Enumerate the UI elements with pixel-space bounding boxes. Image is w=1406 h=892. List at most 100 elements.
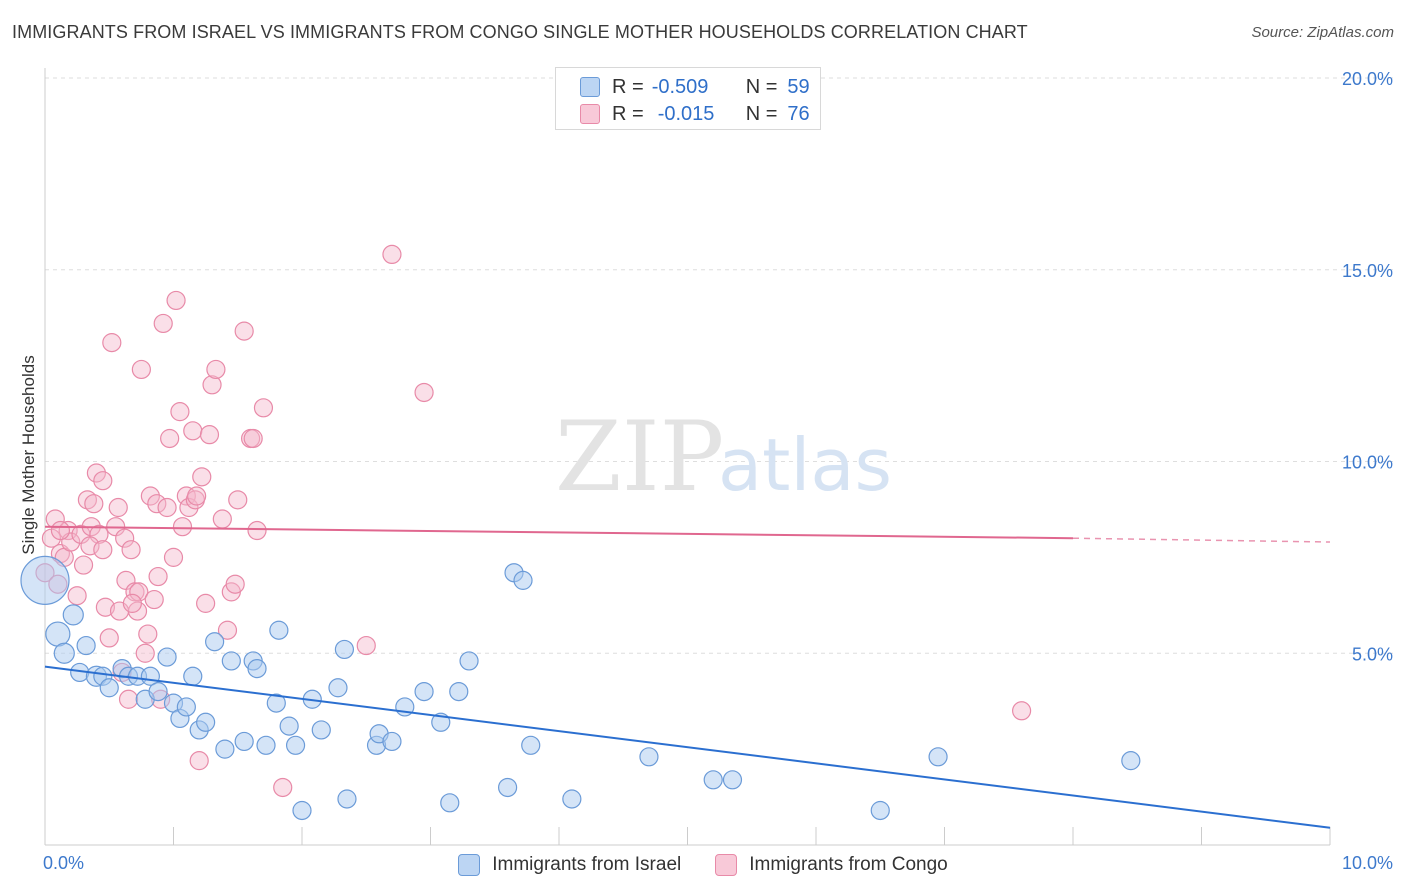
israel-trend-line <box>44 665 1331 829</box>
congo-point <box>131 359 151 380</box>
israel-points <box>20 555 1141 821</box>
congo-r-value: -0.015 <box>657 102 715 125</box>
israel-point <box>334 639 355 660</box>
congo-point <box>189 751 209 771</box>
israel-point <box>285 735 306 755</box>
israel-n-label: N = <box>745 75 778 98</box>
israel-point <box>20 555 70 605</box>
israel-point <box>269 620 289 640</box>
israel-point <box>53 642 75 664</box>
congo-point <box>225 574 245 594</box>
israel-point <box>639 747 659 767</box>
watermark: ZIP atlas <box>555 401 892 513</box>
israel-point <box>449 681 469 702</box>
congo-point <box>202 375 222 395</box>
israel-point <box>234 731 254 752</box>
israel-point <box>382 731 402 752</box>
congo-points <box>35 244 1032 798</box>
congo-point <box>228 490 248 510</box>
congo-point <box>95 597 115 617</box>
chart-title: IMMIGRANTS FROM ISRAEL VS IMMIGRANTS FRO… <box>12 22 1028 42</box>
israel-point <box>928 747 948 767</box>
y-tick-label: 20.0% <box>1342 69 1393 89</box>
congo-point <box>206 359 226 380</box>
legend-item-israel: Immigrants from Israel <box>458 854 681 876</box>
israel-r-value: -0.509 <box>651 75 709 98</box>
congo-point <box>187 486 207 506</box>
israel-r-label: R = <box>612 75 644 98</box>
israel-point <box>1121 751 1141 771</box>
congo-point <box>118 689 139 709</box>
congo-point <box>99 628 119 648</box>
congo-point <box>140 486 160 506</box>
congo-point <box>212 509 232 529</box>
israel-point <box>247 658 267 679</box>
congo-point <box>148 566 168 587</box>
israel-point <box>311 720 331 740</box>
israel-point <box>513 570 533 590</box>
israel-point <box>292 800 312 821</box>
legend-row-congo: R = -0.015 N = 76 <box>580 102 810 126</box>
israel-point <box>76 635 96 656</box>
congo-point <box>102 333 122 353</box>
legend-row-israel: R = -0.509 N = 59 <box>580 75 810 99</box>
congo-point <box>121 540 141 560</box>
israel-point <box>498 777 518 798</box>
legend-israel-swatch <box>458 854 481 876</box>
watermark-zip: ZIP <box>555 401 724 513</box>
congo-point <box>45 509 65 529</box>
congo-point <box>382 244 402 265</box>
watermark-atlas: atlas <box>718 423 892 507</box>
congo-point <box>147 494 167 514</box>
congo-point <box>108 497 128 518</box>
congo-point <box>138 624 158 644</box>
congo-point <box>179 497 199 518</box>
congo-point <box>157 497 177 518</box>
source-label: Source: ZipAtlas.com <box>1251 24 1394 41</box>
israel-point <box>328 678 348 698</box>
congo-point <box>67 586 87 606</box>
congo-point <box>153 313 173 334</box>
israel-point <box>337 789 357 809</box>
congo-point <box>144 589 164 610</box>
congo-point <box>253 398 274 418</box>
israel-point <box>205 632 225 652</box>
israel-point <box>266 693 286 713</box>
legend-item-congo: Immigrants from Congo <box>715 854 948 876</box>
congo-point <box>356 635 376 656</box>
israel-point <box>703 770 723 790</box>
x-tick-label-min: 0.0% <box>43 853 84 873</box>
israel-point <box>196 712 216 732</box>
israel-point <box>440 793 460 813</box>
congo-r-label: R = <box>612 102 644 125</box>
israel-point <box>215 739 235 759</box>
y-axis-label: Single Mother Households <box>19 355 38 554</box>
israel-point <box>157 647 177 667</box>
congo-point <box>50 520 71 541</box>
axes <box>44 68 1331 846</box>
israel-point <box>99 678 119 698</box>
y-tick-label: 15.0% <box>1342 261 1393 281</box>
israel-point <box>221 651 241 671</box>
trend-lines <box>44 525 1331 829</box>
congo-point <box>247 520 267 541</box>
israel-point <box>148 681 168 702</box>
congo-point <box>129 582 149 602</box>
israel-point <box>459 651 479 671</box>
congo-n-label: N = <box>745 102 778 125</box>
congo-point <box>86 463 107 483</box>
congo-point <box>234 321 254 341</box>
israel-point <box>414 681 434 702</box>
congo-point <box>160 428 180 449</box>
congo-trend-extension <box>1072 537 1331 543</box>
congo-swatch <box>580 104 600 124</box>
series-legend: Immigrants from Israel Immigrants from C… <box>0 852 1406 878</box>
israel-point <box>45 621 71 647</box>
congo-point <box>199 425 220 445</box>
congo-point <box>170 402 190 422</box>
congo-point <box>243 428 263 449</box>
congo-point <box>1011 701 1032 721</box>
correlation-legend: R = -0.509 N = 59 R = -0.015 N = 76 <box>555 67 821 130</box>
congo-trend-line <box>44 525 1074 540</box>
israel-swatch <box>580 77 600 97</box>
